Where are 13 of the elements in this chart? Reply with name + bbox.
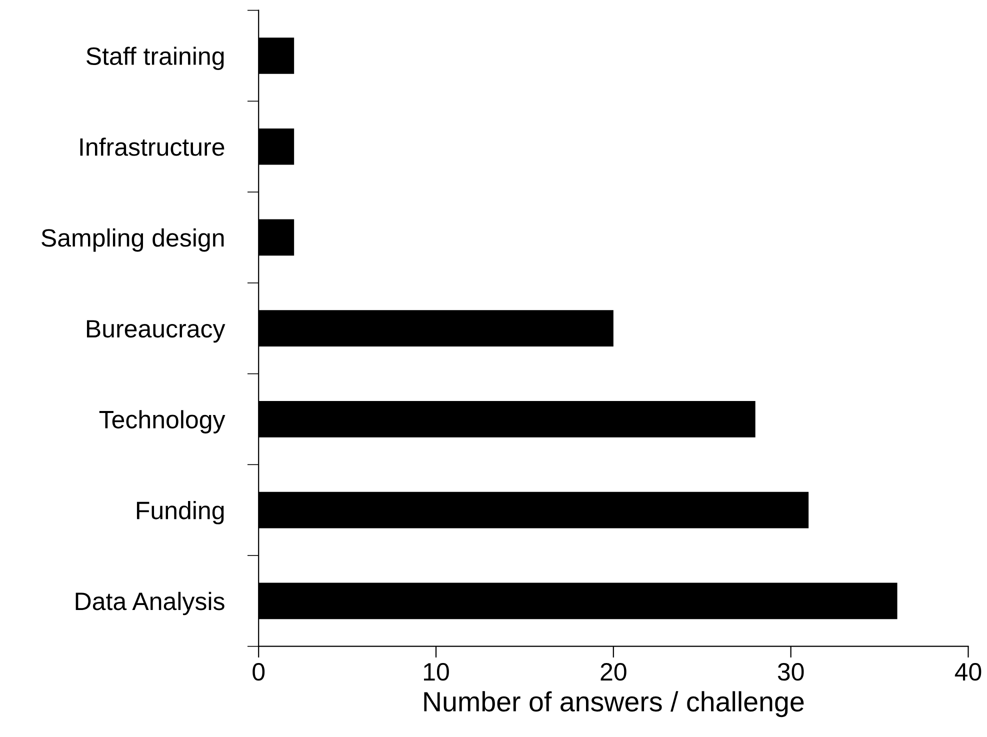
x-tick-label: 20 [600,662,626,681]
y-tick-label: Sampling design [42,228,224,252]
x-tick-label: 30 [778,662,804,681]
x-tick-label: 0 [252,662,265,681]
y-tick-label: Infrastructure [80,138,224,156]
y-tick-label: Bureaucracy [86,320,226,343]
y-tick-label: Funding [136,501,224,524]
y-tick-label: Technology [99,410,226,434]
y-tick-label: Data Analysis [76,592,224,616]
x-axis-title: Number of answers / challenge [424,691,804,718]
x-tick-label: 10 [424,662,449,681]
x-tick-label: 40 [954,662,982,681]
y-tick-label: Staff training [86,46,224,70]
